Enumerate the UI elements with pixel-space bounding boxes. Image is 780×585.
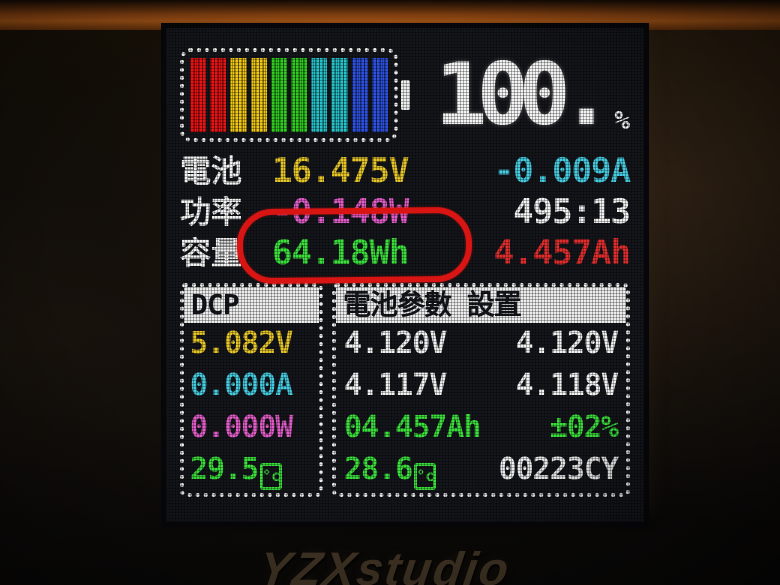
- battery-segment: [291, 58, 308, 132]
- battery-segment: [270, 58, 288, 132]
- port-current-row: 0.000A: [190, 368, 293, 403]
- battery-segment: [230, 58, 247, 132]
- battery-voltage-row: 電池 16.475V -0.009A: [180, 151, 631, 192]
- charge-value: 4.457Ah: [493, 233, 631, 273]
- battery-parameters-panel: 電池參數 設置 4.120V 4.120V 4.117V 4.118V 04.4…: [332, 283, 630, 497]
- capacity-accuracy-row: 04.457Ah ±02%: [336, 407, 626, 449]
- battery-nub: [401, 80, 410, 110]
- cell-voltage-row-1: 4.120V 4.120V: [336, 323, 626, 365]
- lower-panels: DCP 5.082V 0.000A 0.000W 29.5 °c 電池參數 設置 …: [180, 283, 630, 497]
- accuracy-value: ±02%: [549, 410, 619, 445]
- elapsed-time-value: 495:13: [513, 192, 631, 232]
- cycle-count-value: 00223CY: [498, 452, 619, 487]
- battery-segment: [311, 58, 328, 132]
- red-circle-annotation: [236, 206, 473, 285]
- battery-segment: [371, 58, 389, 132]
- battery-segment: [351, 58, 368, 132]
- port-mode-header: DCP: [184, 287, 319, 323]
- cell-voltage-1b: 4.120V: [515, 326, 619, 361]
- panel-temperature-value: 28.6 °c: [344, 449, 437, 491]
- port-temperature-row: 29.5 °c: [184, 449, 319, 491]
- port-voltage-row: 5.082V: [190, 326, 293, 361]
- temperature-cycles-row: 28.6 °c 00223CY: [336, 449, 626, 491]
- cell-voltage-2a: 4.117V: [344, 368, 447, 403]
- pack-current-value: -0.009A: [493, 151, 631, 191]
- battery-label: 電池: [180, 154, 242, 190]
- battery-percent: 100. %: [435, 52, 630, 138]
- brand-logo: YZXstudio: [256, 542, 514, 585]
- battery-percent-value: 100.: [435, 45, 612, 145]
- pack-voltage-value: 16.475V: [272, 151, 409, 191]
- battery-segment: [250, 58, 267, 132]
- battery-segment: [331, 58, 348, 132]
- cell-voltage-1a: 4.120V: [344, 326, 447, 361]
- cell-voltage-2b: 4.118V: [515, 368, 619, 403]
- port-status-panel: DCP 5.082V 0.000A 0.000W 29.5 °c: [180, 283, 323, 497]
- percent-symbol: %: [614, 106, 630, 136]
- rated-capacity-value: 04.457Ah: [344, 410, 481, 445]
- port-temperature-value: 29.5: [190, 452, 259, 487]
- battery-gauge-icon: [180, 48, 410, 142]
- port-power-row: 0.000W: [190, 410, 293, 445]
- celsius-icon: °c: [414, 463, 437, 490]
- celsius-icon: °c: [260, 463, 283, 490]
- battery-gauge-row: 100. %: [180, 42, 630, 148]
- battery-body: [180, 48, 398, 142]
- cell-voltage-row-2: 4.117V 4.118V: [336, 365, 626, 407]
- battery-segment: [210, 58, 227, 132]
- battery-parameters-header: 電池參數 設置: [336, 287, 626, 323]
- battery-segment: [190, 58, 207, 132]
